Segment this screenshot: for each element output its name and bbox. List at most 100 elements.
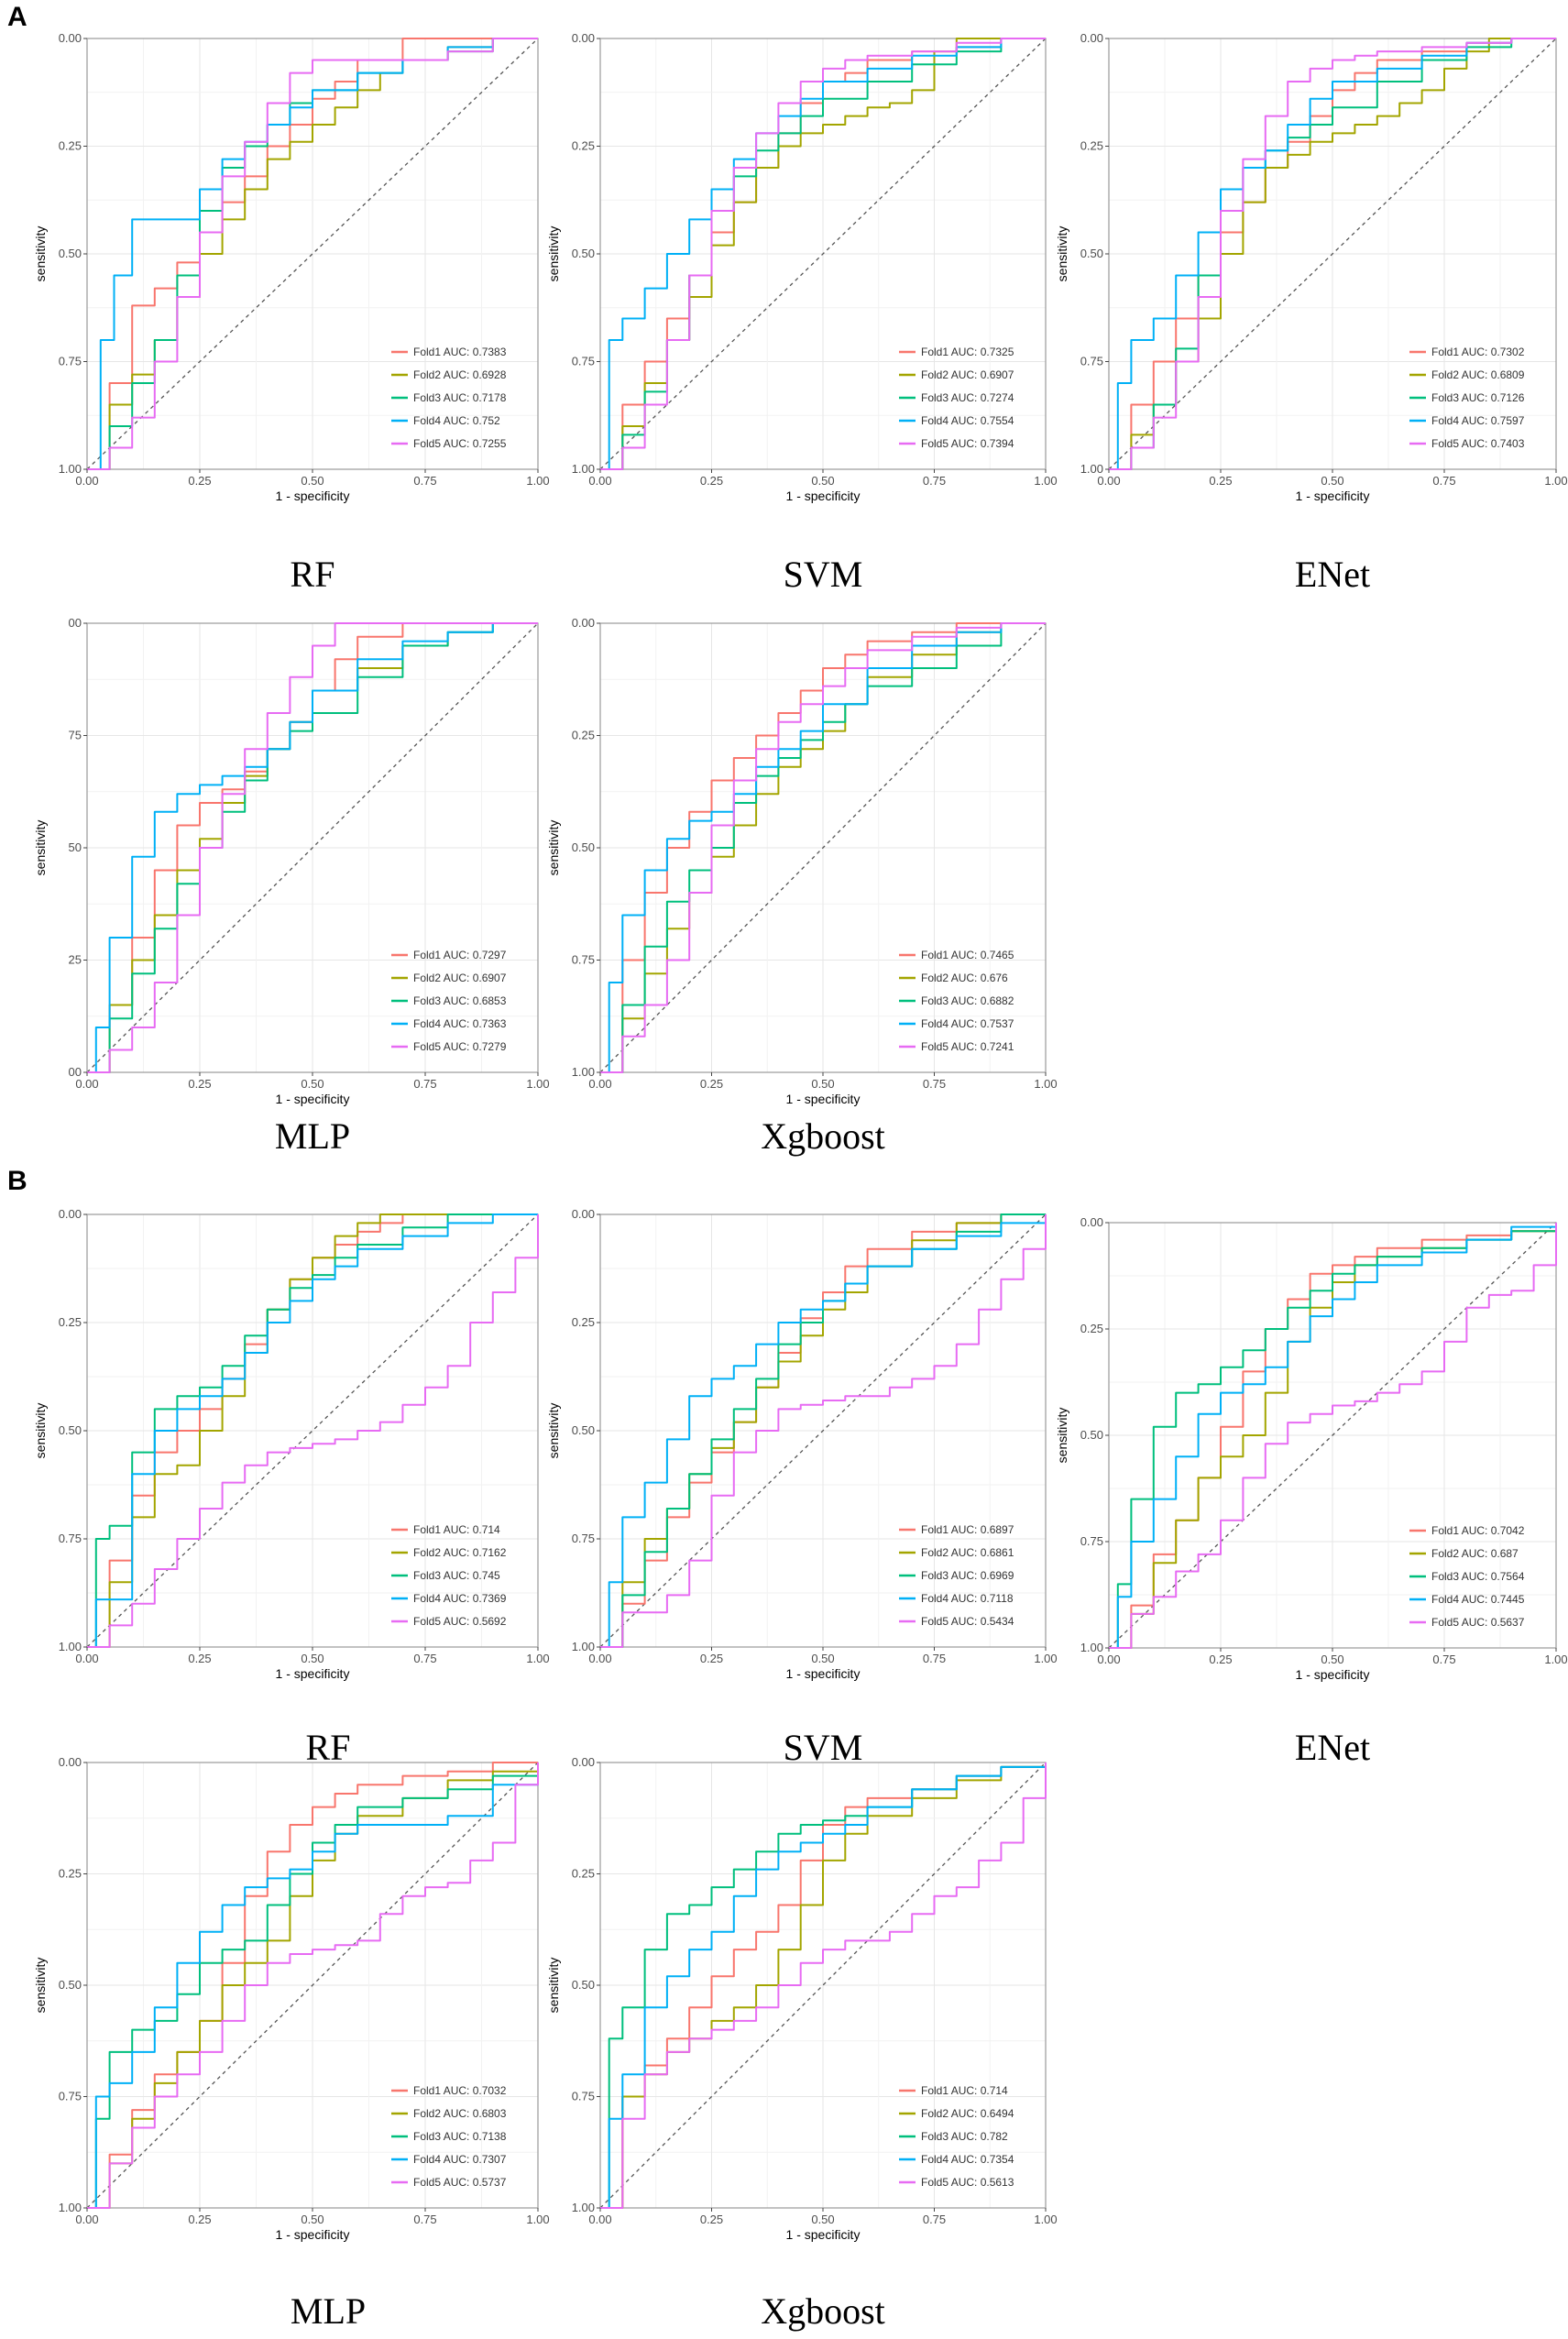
legend-label-fold1: Fold1 AUC: 0.7042 [1431, 1524, 1525, 1537]
x-tick-label: 0.50 [811, 474, 834, 488]
legend-label-fold5: Fold5 AUC: 0.7403 [1431, 437, 1525, 450]
y-tick-label: 0.25 [572, 1867, 595, 1881]
y-tick-label: 0.75 [59, 1532, 82, 1545]
legend-label-fold1: Fold1 AUC: 0.7465 [921, 949, 1014, 961]
legend-label-fold3: Fold3 AUC: 0.7138 [413, 2130, 507, 2143]
x-tick-label: 0.00 [75, 1652, 98, 1665]
y-tick-label: 0.50 [572, 1978, 595, 1992]
legend-label-fold2: Fold2 AUC: 0.6928 [413, 368, 507, 381]
y-tick-label: 0.25 [572, 1315, 595, 1329]
legend-label-fold3: Fold3 AUC: 0.782 [921, 2130, 1008, 2143]
x-tick-label: 0.75 [923, 1077, 946, 1091]
legend-label-fold2: Fold2 AUC: 0.6809 [1431, 368, 1525, 381]
x-tick-label: 0.50 [301, 1652, 323, 1665]
x-tick-label: 1.00 [526, 474, 549, 488]
legend-label-fold3: Fold3 AUC: 0.6969 [921, 1569, 1014, 1582]
x-tick-label: 0.75 [413, 474, 436, 488]
roc-curve-fold4 [600, 1214, 1047, 1648]
legend-label-fold2: Fold2 AUC: 0.7162 [413, 1546, 507, 1559]
x-tick-label: 0.75 [1432, 1653, 1455, 1666]
x-tick-label: 1.00 [526, 2213, 549, 2226]
x-tick-label: 0.50 [811, 1077, 834, 1091]
legend-label-fold1: Fold1 AUC: 0.7325 [921, 346, 1014, 358]
reference-diagonal-line [599, 1762, 1047, 2209]
x-tick-label: 0.50 [301, 474, 323, 488]
legend-label-fold2: Fold2 AUC: 0.6494 [921, 2107, 1014, 2120]
legend-label-fold1: Fold1 AUC: 0.7297 [413, 949, 507, 961]
legend-label-fold2: Fold2 AUC: 0.6907 [413, 972, 507, 984]
y-axis-label: sensitivity [33, 1403, 48, 1459]
roc-curve-fold5 [1109, 1223, 1557, 1649]
x-axis-label: 1 - specificity [1296, 1667, 1370, 1682]
y-tick-label: 1.00 [1080, 1641, 1103, 1654]
legend-label-fold3: Fold3 AUC: 0.745 [413, 1569, 500, 1582]
reference-diagonal-line [599, 622, 1047, 1073]
y-axis-label: sensitivity [1055, 226, 1069, 282]
y-tick-label: 0.75 [59, 2090, 82, 2103]
legend-label-fold5: Fold5 AUC: 0.5637 [1431, 1616, 1525, 1629]
y-tick-label: 0.25 [1080, 139, 1103, 153]
legend-label-fold1: Fold1 AUC: 0.7383 [413, 346, 507, 358]
legend-label-fold5: Fold5 AUC: 0.7241 [921, 1040, 1014, 1053]
x-tick-label: 0.75 [923, 1652, 946, 1665]
y-tick-label: 0.00 [1080, 31, 1103, 45]
y-tick-label: 0.75 [1080, 355, 1103, 368]
reference-diagonal-line [1108, 1222, 1557, 1649]
y-tick-label: 0.75 [59, 355, 82, 368]
roc-curve-fold5 [600, 1214, 1047, 1648]
y-axis-label: sensitivity [1055, 1408, 1069, 1464]
roc-curve-fold5 [600, 38, 1046, 470]
y-tick-label: 1.00 [572, 462, 595, 476]
legend-label-fold2: Fold2 AUC: 0.6803 [413, 2107, 507, 2120]
legend-label-fold3: Fold3 AUC: 0.6853 [413, 994, 507, 1007]
x-axis-label: 1 - specificity [276, 1666, 350, 1681]
legend-label-fold3: Fold3 AUC: 0.7564 [1431, 1570, 1525, 1583]
y-tick-label: 0.25 [572, 729, 595, 742]
y-axis-label: sensitivity [546, 1958, 561, 2014]
chart-b-enet: 0.001.000.250.750.500.500.750.251.000.00… [1055, 1215, 1568, 1768]
y-tick-label: 1.00 [1080, 462, 1103, 476]
legend-label-fold3: Fold3 AUC: 0.7126 [1431, 391, 1525, 404]
y-tick-label: 0.00 [59, 1207, 82, 1221]
y-tick-label: 1.00 [572, 1640, 595, 1653]
reference-diagonal-line [86, 38, 539, 470]
x-tick-label: 0.50 [811, 2213, 834, 2226]
y-tick-label: 0.50 [572, 840, 595, 854]
y-tick-label: 0.75 [1080, 1534, 1103, 1548]
roc-curve-fold5 [600, 1762, 1047, 2209]
x-tick-label: 0.25 [700, 1652, 723, 1665]
y-axis-label: sensitivity [546, 820, 561, 876]
y-tick-label: 0.75 [572, 953, 595, 967]
x-tick-label: 0.75 [923, 2213, 946, 2226]
roc-curve-fold4 [87, 1213, 538, 1648]
x-tick-label: 0.25 [700, 1077, 723, 1091]
y-tick-label: 0.25 [59, 1867, 82, 1881]
x-tick-label: 1.00 [1034, 2213, 1057, 2226]
reference-diagonal-line [86, 1762, 539, 2209]
x-tick-label: 0.75 [1432, 474, 1455, 488]
legend-label-fold4: Fold4 AUC: 0.7445 [1431, 1593, 1525, 1606]
x-tick-label: 1.00 [1034, 1077, 1057, 1091]
y-tick-label: 0.75 [572, 355, 595, 368]
panel-letter-b: B [7, 1166, 27, 1196]
x-axis-label: 1 - specificity [276, 2227, 350, 2242]
reference-diagonal-line [1108, 38, 1557, 470]
roc-curve-fold5 [600, 622, 1046, 1073]
reference-diagonal-line [86, 622, 539, 1073]
reference-diagonal-line [86, 1213, 539, 1648]
x-tick-label: 0.50 [301, 1077, 323, 1091]
x-tick-label: 0.25 [188, 474, 211, 488]
model-title: Xgboost [761, 2290, 885, 2332]
y-tick-label: 00 [69, 1065, 82, 1079]
x-tick-label: 1.00 [1034, 474, 1057, 488]
model-title: Xgboost [761, 1115, 885, 1157]
reference-diagonal-line [599, 38, 1047, 470]
x-axis-label: 1 - specificity [786, 1666, 861, 1681]
roc-curve-fold4 [600, 1762, 1047, 2209]
x-tick-label: 0.75 [413, 1077, 436, 1091]
chart-b-rf: 0.001.000.250.750.500.500.750.251.000.00… [33, 1207, 550, 1768]
x-tick-label: 0.25 [700, 474, 723, 488]
chart-a-enet: 0.001.000.250.750.500.500.750.251.000.00… [1055, 31, 1568, 595]
